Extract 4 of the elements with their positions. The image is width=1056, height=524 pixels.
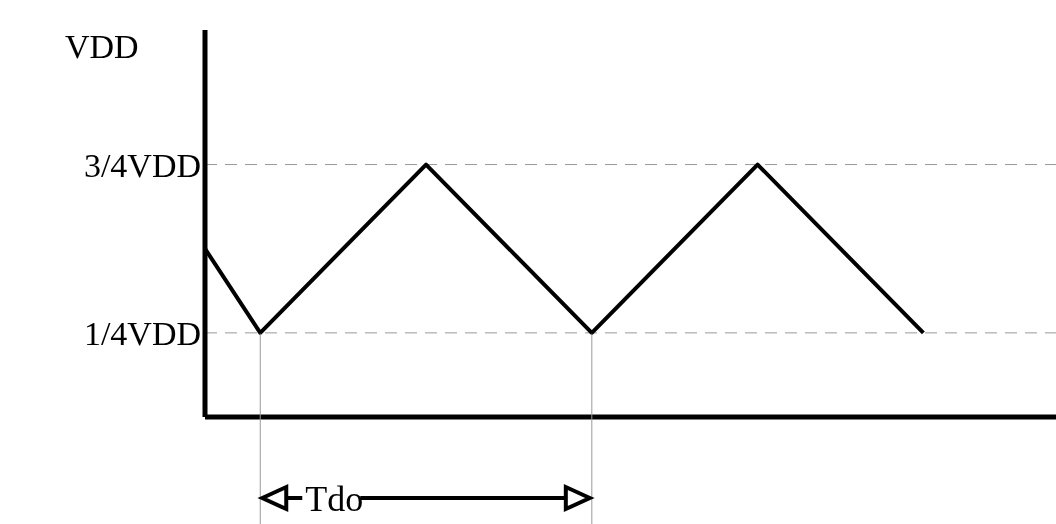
- y-axis-title: VDD: [65, 28, 139, 65]
- text: Tdo: [305, 479, 364, 519]
- ref-line-label: 1/4VDD: [83, 314, 201, 352]
- ref-line-label: 3/4VDD: [83, 146, 201, 184]
